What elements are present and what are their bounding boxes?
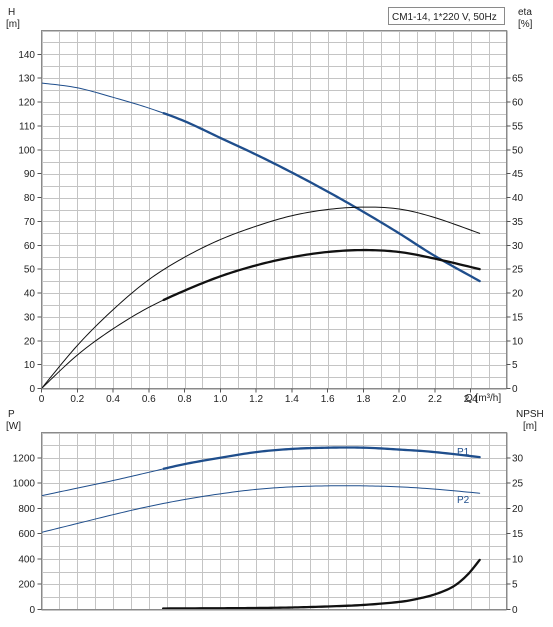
eta-tick-label: 10	[512, 336, 524, 347]
p1-series-label: P1	[457, 447, 470, 458]
eta-thin-curve	[41, 206, 481, 389]
eta-tick-label: 0	[512, 384, 518, 395]
eta-bold-curve	[41, 299, 165, 389]
head-tick-label: 60	[24, 241, 36, 252]
x-tick-label: 0	[39, 394, 45, 405]
power-npsh-curves	[41, 446, 481, 610]
p2-series-label: P2	[457, 495, 470, 506]
npsh-tick-label: 10	[512, 554, 524, 565]
head-tick-label: 120	[18, 98, 35, 109]
head-tick-label: 80	[24, 193, 36, 204]
eta-axis-label: eta	[518, 7, 532, 18]
power-axis-label: P	[8, 409, 15, 420]
head-tick-label: 40	[24, 289, 36, 300]
head-tick-label: 140	[18, 50, 35, 61]
power-tick-label: 800	[18, 504, 35, 515]
head-tick-label: 20	[24, 336, 36, 347]
head-tick-label: 70	[24, 217, 36, 228]
eta-tick-label: 45	[512, 169, 524, 180]
npsh-tick-label: 5	[512, 580, 518, 591]
power-tick-label: 1200	[13, 453, 36, 464]
flow-axis-label: Q [m³/h]	[465, 393, 501, 404]
x-tick-label: 1.6	[321, 394, 335, 405]
x-tick-label: 2.4	[464, 394, 478, 405]
x-tick-label: 0.8	[178, 394, 192, 405]
x-tick-label: 0.2	[70, 394, 84, 405]
npsh-axis-label: NPSH	[516, 409, 544, 420]
x-tick-label: 2.2	[428, 394, 442, 405]
npsh-tick-label: 25	[512, 479, 524, 490]
power-tick-label: 1000	[13, 479, 36, 490]
power-npsh-frame	[41, 432, 507, 610]
npsh-axis-unit: [m]	[523, 421, 537, 432]
power-tick-label: 600	[18, 529, 35, 540]
eta-tick-label: 30	[512, 241, 524, 252]
eta-tick-label: 25	[512, 265, 524, 276]
head-tick-label: 0	[29, 384, 35, 395]
head-tick-label: 90	[24, 169, 36, 180]
npsh-curve-bold	[161, 558, 481, 610]
x-tick-label: 2.0	[392, 394, 406, 405]
head-tick-label: 100	[18, 145, 35, 156]
eta-axis-unit: [%]	[518, 19, 533, 30]
p1-curve-bold	[162, 446, 481, 470]
head-efficiency-curves	[41, 82, 481, 389]
npsh-tick-label: 30	[512, 453, 524, 464]
head-axis-label: H	[8, 7, 15, 18]
title-box-text: CM1-14, 1*220 V, 50Hz	[392, 12, 497, 23]
head-tick-label: 30	[24, 312, 36, 323]
x-tick-label: 1.0	[213, 394, 227, 405]
eta-tick-label: 40	[512, 193, 524, 204]
power-tick-label: 0	[29, 605, 35, 616]
head-tick-label: 110	[19, 121, 35, 132]
eta-tick-label: 20	[512, 289, 524, 300]
eta-bold-curve-bold	[162, 248, 481, 302]
power-tick-label: 400	[18, 554, 35, 565]
power-npsh-grid	[41, 432, 508, 611]
h-curve	[41, 82, 165, 114]
x-tick-label: 1.4	[285, 394, 299, 405]
npsh-tick-label: 0	[512, 605, 518, 616]
eta-tick-label: 50	[512, 145, 524, 156]
eta-tick-label: 35	[512, 217, 524, 228]
title-box	[388, 7, 505, 25]
x-tick-label: 0.6	[142, 394, 156, 405]
p2-curve	[41, 485, 481, 533]
head-tick-label: 50	[24, 265, 36, 276]
power-tick-label: 200	[18, 580, 35, 591]
eta-tick-label: 55	[512, 121, 524, 132]
npsh-tick-label: 20	[512, 504, 524, 515]
head-tick-label: 130	[18, 74, 35, 85]
eta-tick-label: 65	[512, 74, 524, 85]
x-tick-label: 0.4	[106, 394, 120, 405]
head-axis-unit: [m]	[6, 19, 20, 30]
head-efficiency-grid	[41, 30, 508, 390]
head-efficiency-frame	[41, 30, 507, 389]
h-curve-bold	[162, 112, 481, 283]
p1-curve	[41, 468, 165, 497]
npsh-tick-label: 15	[512, 529, 524, 540]
eta-tick-label: 60	[512, 98, 524, 109]
power-axis-unit: [W]	[6, 421, 21, 432]
x-tick-label: 1.8	[356, 394, 370, 405]
power-npsh-ticks: 0 200 400 600 800 1000 1200 0 5 10 15 20 25 30	[13, 453, 524, 616]
eta-tick-label: 5	[512, 360, 518, 371]
eta-tick-label: 15	[512, 312, 524, 323]
head-efficiency-ticks: 0 0.2 0.4 0.6 0.8 1.0 1.2 1.4 1.6 1.8 2.0 2.2 2.4 0 10…	[18, 50, 523, 405]
x-tick-label: 1.2	[249, 394, 263, 405]
head-tick-label: 10	[24, 360, 36, 371]
